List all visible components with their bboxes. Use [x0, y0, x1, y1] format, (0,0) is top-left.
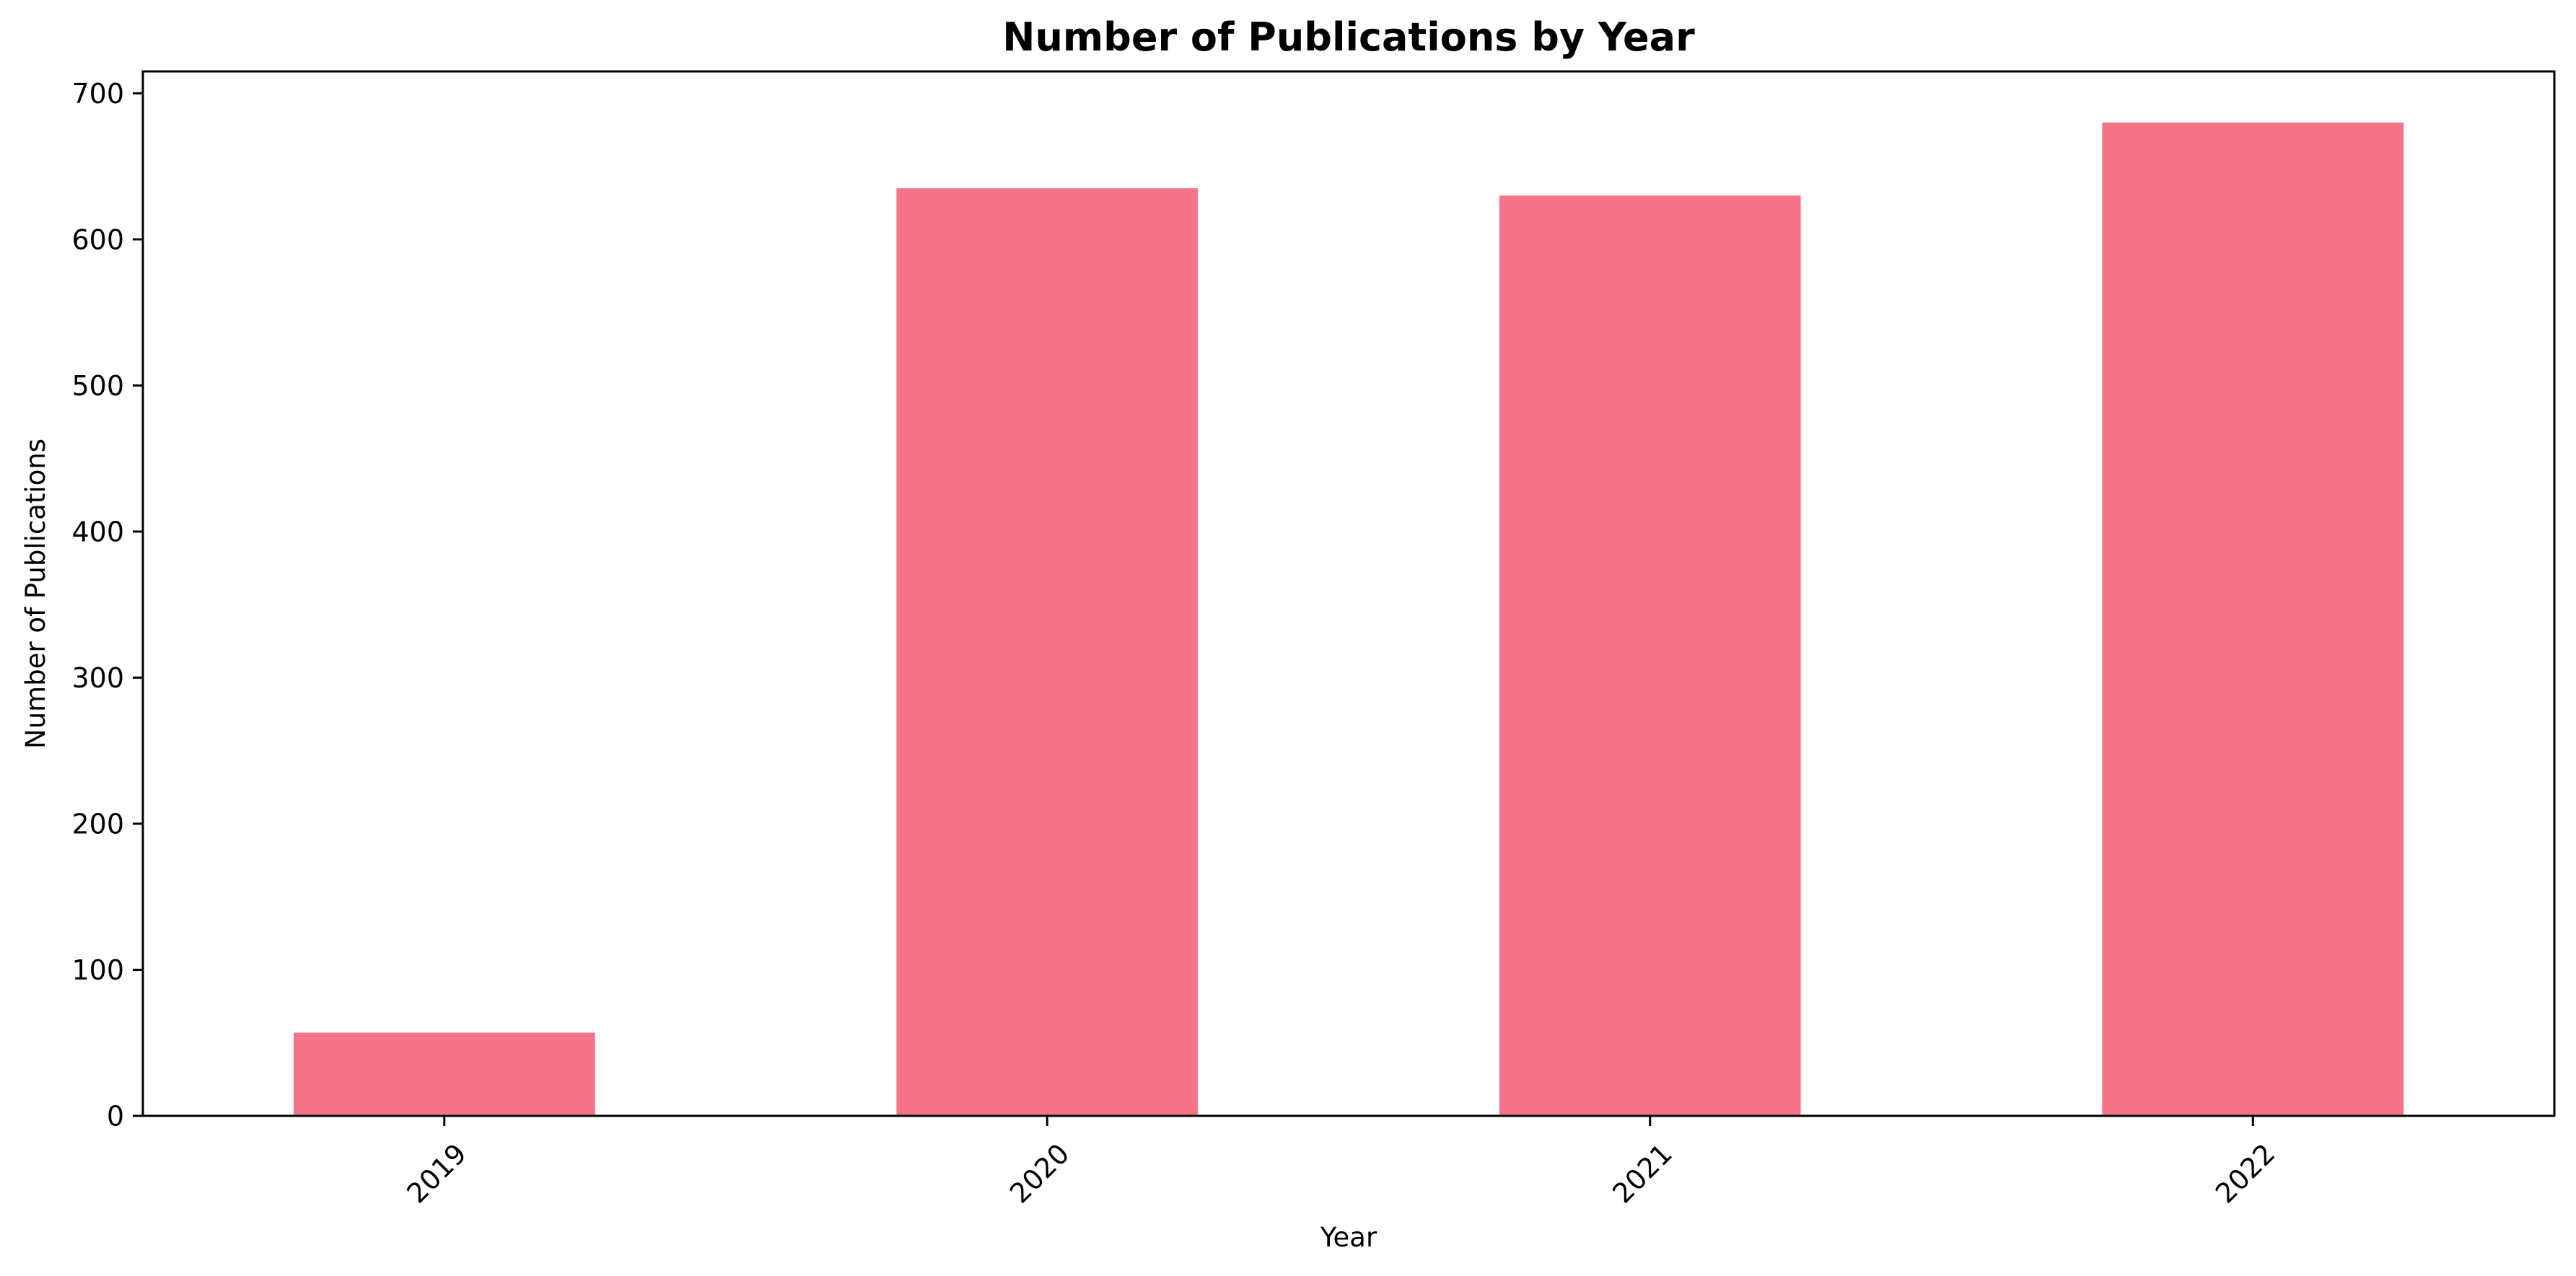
- y-tick-label: 500: [71, 370, 124, 402]
- y-axis-label: Number of Publications: [20, 439, 51, 749]
- y-tick-label: 600: [71, 224, 124, 256]
- bar-2021: [1499, 195, 1801, 1116]
- y-tick-label: 400: [71, 516, 124, 548]
- y-tick-label: 0: [107, 1101, 124, 1132]
- y-tick-label: 200: [71, 809, 124, 840]
- plot-frame: [141, 70, 2556, 1117]
- y-tick-label: 700: [71, 78, 124, 110]
- bar-2019: [293, 1032, 595, 1116]
- y-tick-label: 100: [71, 954, 124, 986]
- y-axis-ticks: 0 100 200 300 400 500 600 700: [71, 78, 143, 1132]
- chart-title: Number of Publications by Year: [1002, 14, 1695, 60]
- y-tick-label: 300: [71, 662, 124, 694]
- bar-2020: [896, 188, 1199, 1117]
- bar-2022: [2102, 122, 2404, 1117]
- x-axis-label: Year: [1320, 1222, 1377, 1253]
- bars-group: [293, 122, 2404, 1117]
